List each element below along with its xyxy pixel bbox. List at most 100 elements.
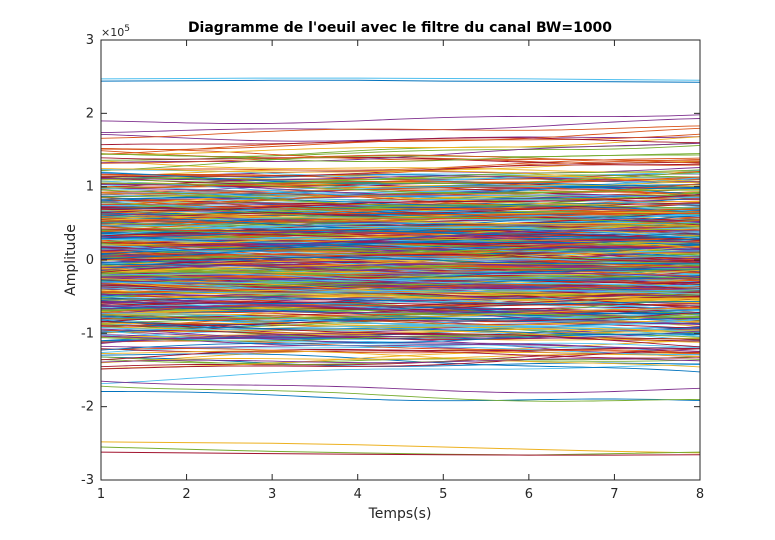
eye-trace: [101, 286, 700, 298]
eye-trace: [101, 168, 700, 184]
eye-trace: [101, 287, 700, 294]
eye-trace: [101, 219, 700, 232]
eye-trace: [101, 380, 700, 394]
eye-trace: [101, 245, 700, 267]
x-axis-label: Temps(s): [368, 506, 432, 522]
eye-trace: [101, 156, 700, 164]
x-tick-label: 7: [610, 487, 618, 502]
eye-trace: [101, 265, 700, 277]
eye-trace: [101, 271, 700, 280]
eye-trace: [101, 236, 700, 260]
eye-trace: [101, 308, 700, 318]
y-axis-exponent: ×105: [101, 24, 130, 39]
eye-trace: [101, 160, 700, 173]
eye-trace: [101, 238, 700, 260]
eye-trace: [101, 265, 700, 278]
eye-trace: [101, 319, 700, 335]
y-axis-label: Amplitude: [63, 224, 79, 296]
eye-trace: [101, 118, 700, 134]
series-line: [101, 446, 700, 456]
y-tick-label: -3: [81, 473, 94, 488]
x-tick-label: 5: [439, 487, 447, 502]
eye-trace: [101, 215, 700, 227]
eye-trace: [101, 175, 700, 183]
eye-trace: [101, 172, 700, 188]
eye-trace: [101, 269, 700, 280]
eye-trace: [101, 114, 700, 124]
eye-trace: [101, 260, 700, 284]
eye-trace: [101, 154, 700, 164]
x-axis: 1 2 3 4 5 6 7 8: [97, 40, 704, 502]
eye-trace: [101, 311, 700, 327]
eye-trace: [101, 189, 700, 209]
eye-trace: [101, 350, 700, 368]
eye-trace: [101, 277, 700, 291]
eye-trace: [101, 385, 700, 402]
eye-trace: [101, 315, 700, 322]
eye-trace: [101, 296, 700, 311]
eye-trace: [101, 274, 700, 297]
eye-trace: [101, 248, 700, 261]
eye-trace: [101, 202, 700, 225]
eye-trace: [101, 330, 700, 340]
x-tick-label: 8: [696, 487, 704, 502]
eye-trace: [101, 192, 700, 205]
series-line: [101, 451, 700, 456]
eye-trace: [101, 176, 700, 188]
eye-trace: [101, 321, 700, 348]
eye-trace: [101, 254, 700, 263]
eye-trace: [101, 391, 700, 402]
eye-trace: [101, 328, 700, 352]
eye-trace: [101, 208, 700, 222]
eye-trace: [101, 192, 700, 214]
eye-trace: [101, 197, 700, 214]
y-tick-label: 0: [86, 253, 94, 268]
eye-trace: [101, 169, 700, 183]
eye-trace: [101, 321, 700, 328]
eye-trace: [101, 237, 700, 253]
eye-trace: [101, 213, 700, 223]
eye-trace: [101, 183, 700, 205]
eye-trace: [101, 182, 700, 194]
eye-trace: [101, 216, 700, 239]
x-tick-label: 2: [182, 487, 190, 502]
eye-trace: [101, 241, 700, 267]
y-tick-label: -2: [81, 400, 94, 415]
x-tick-label: 3: [268, 487, 276, 502]
eye-trace: [101, 273, 700, 288]
eye-trace: [101, 233, 700, 255]
eye-trace: [101, 296, 700, 306]
eye-trace: [101, 257, 700, 265]
eye-trace: [101, 348, 700, 355]
chart-title: Diagramme de l'oeuil avec le filtre du c…: [188, 20, 612, 36]
eye-trace: [101, 318, 700, 331]
series-line: [101, 77, 700, 81]
eye-trace: [101, 313, 700, 319]
eye-trace: [101, 283, 700, 290]
series-line: [101, 441, 700, 454]
series-line: [101, 79, 700, 83]
eye-trace: [101, 212, 700, 233]
eye-trace: [101, 347, 700, 361]
eye-trace: [101, 355, 700, 364]
eye-trace: [101, 223, 700, 244]
y-exponent-base: ×10: [101, 26, 124, 39]
eye-trace: [101, 224, 700, 238]
eye-trace: [101, 230, 700, 240]
y-tick-label: 3: [86, 33, 94, 48]
eye-trace: [101, 285, 700, 292]
eye-trace: [101, 153, 700, 163]
eye-trace: [101, 194, 700, 211]
y-tick-label: -1: [81, 326, 94, 341]
eye-trace: [101, 242, 700, 269]
eye-trace: [101, 229, 700, 252]
eye-trace: [101, 294, 700, 302]
eye-trace: [101, 252, 700, 275]
eye-trace: [101, 174, 700, 181]
eye-trace: [101, 358, 700, 364]
eye-trace: [101, 209, 700, 219]
x-tick-label: 1: [97, 487, 105, 502]
eye-trace: [101, 137, 700, 146]
eye-trace: [101, 348, 700, 370]
eye-trace: [101, 306, 700, 328]
